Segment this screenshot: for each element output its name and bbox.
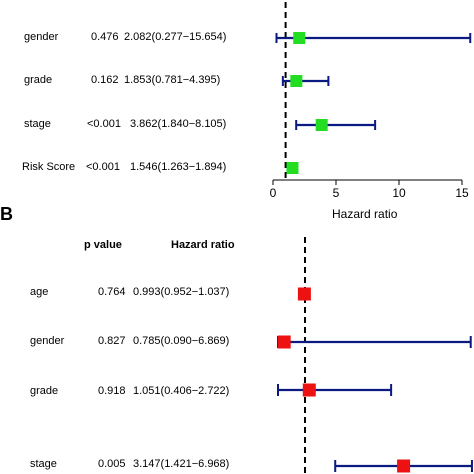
x-tick-label: 15 (455, 186, 469, 200)
panel-b-row-label: grade (30, 385, 59, 397)
panel-a-row-hr: 2.082(0.277−15.654) (124, 31, 227, 43)
panel-b-row-p: 0.827 (98, 335, 126, 347)
panel-a-row-hr: 3.862(1.840−8.105) (130, 118, 227, 130)
panel-a-row-label: gender (24, 31, 59, 43)
panel-b-row-hr: 1.051(0.406−2.722) (133, 385, 230, 397)
hr-marker (397, 459, 411, 473)
panel-a-row-p: <0.001 (87, 118, 121, 130)
hr-marker (297, 287, 311, 301)
panel-a-row-label: grade (24, 74, 53, 86)
panel-a-row-hr: 1.853(0.781−4.395) (124, 74, 221, 86)
panel-b-col-hr: Hazard ratio (171, 239, 235, 251)
hr-marker (302, 383, 316, 397)
panel-b-row-p: 0.764 (98, 286, 126, 298)
panel-a-row-p: <0.001 (86, 161, 120, 173)
hr-marker (315, 119, 328, 131)
panel-b-row-hr: 0.993(0.952−1.037) (133, 286, 230, 298)
x-tick-label: 5 (333, 186, 340, 200)
panel-b-row-label: stage (30, 458, 57, 470)
hr-marker (277, 335, 291, 349)
panel-a-row-label: Risk Score (22, 161, 76, 173)
panel-b-col-p: p value (84, 239, 122, 251)
panel-b-row-label: age (30, 286, 49, 298)
panel-b-row-hr: 3.147(1.421−6.968) (133, 458, 230, 470)
hr-marker (293, 32, 306, 44)
panel-b-row-label: gender (30, 335, 65, 347)
hr-marker (290, 75, 303, 87)
panel-a-xlabel: Hazard ratio (332, 207, 398, 221)
x-tick-label: 10 (392, 186, 406, 200)
x-tick-label: 0 (270, 186, 277, 200)
panel-b-row-hr: 0.785(0.090−6.869) (133, 335, 230, 347)
panel-a-row-hr: 1.546(1.263−1.894) (130, 161, 227, 173)
panel-b-letter: B (0, 204, 13, 224)
hr-marker (286, 162, 299, 174)
panel-b-row-p: 0.918 (98, 385, 126, 397)
panel-b-row-p: 0.005 (98, 458, 126, 470)
panel-a-row-label: stage (24, 118, 51, 130)
panel-a-row-p: 0.162 (91, 74, 119, 86)
panel-a-row-p: 0.476 (91, 31, 119, 43)
